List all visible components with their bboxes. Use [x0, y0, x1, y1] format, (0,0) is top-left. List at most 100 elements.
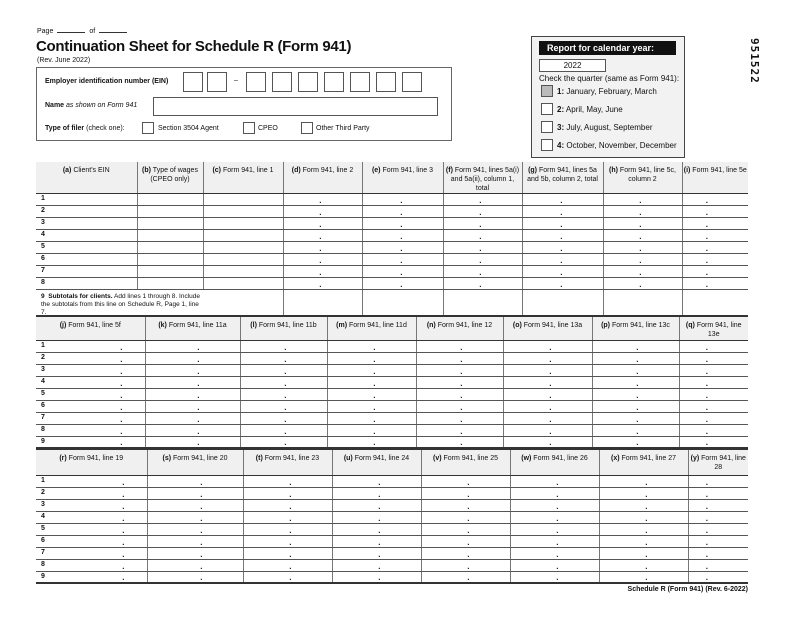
amount-cell[interactable]: . — [144, 424, 240, 437]
amount-cell[interactable]: 6 — [36, 253, 137, 266]
amount-cell[interactable]: . — [282, 193, 362, 206]
amount-cell[interactable]: 8. — [36, 559, 147, 572]
amount-cell[interactable]: . — [361, 205, 443, 218]
amount-cell[interactable]: . — [239, 388, 327, 401]
amount-cell[interactable]: . — [681, 217, 748, 230]
amount-cell[interactable]: . — [521, 277, 603, 290]
amount-cell[interactable]: . — [239, 364, 327, 377]
amount-cell[interactable]: . — [681, 241, 748, 254]
amount-cell[interactable]: . — [681, 265, 748, 278]
amount-cell[interactable]: . — [509, 559, 599, 572]
amount-cell[interactable]: . — [678, 376, 748, 389]
amount-cell[interactable]: . — [144, 376, 240, 389]
amount-cell[interactable]: . — [420, 499, 510, 512]
amount-cell[interactable]: . — [144, 388, 240, 401]
amount-cell[interactable]: . — [591, 412, 679, 425]
amount-cell[interactable]: . — [591, 352, 679, 365]
amount-cell[interactable]: . — [242, 475, 332, 488]
amount-cell[interactable]: . — [146, 475, 243, 488]
amount-cell[interactable]: . — [242, 547, 332, 560]
other-third-party-checkbox[interactable] — [301, 122, 313, 134]
amount-cell[interactable]: . — [598, 559, 688, 572]
amount-cell[interactable]: . — [681, 193, 748, 206]
amount-cell[interactable]: . — [509, 475, 599, 488]
amount-cell[interactable] — [202, 229, 283, 242]
name-input[interactable] — [153, 97, 438, 116]
amount-cell[interactable]: . — [678, 340, 748, 353]
amount-cell[interactable]: . — [687, 571, 748, 584]
amount-cell[interactable]: . — [415, 340, 503, 353]
amount-cell[interactable]: . — [502, 436, 592, 449]
amount-cell[interactable]: . — [361, 265, 443, 278]
amount-cell[interactable] — [136, 217, 203, 230]
amount-cell[interactable]: . — [415, 400, 503, 413]
amount-cell[interactable]: . — [331, 487, 421, 500]
amount-cell[interactable]: . — [144, 340, 240, 353]
amount-cell[interactable]: . — [681, 277, 748, 290]
amount-cell[interactable]: . — [521, 253, 603, 266]
amount-cell[interactable]: . — [509, 547, 599, 560]
ein-digit-box[interactable] — [272, 72, 292, 92]
amount-cell[interactable]: . — [687, 487, 748, 500]
amount-cell[interactable]: . — [681, 229, 748, 242]
amount-cell[interactable]: . — [361, 193, 443, 206]
amount-cell[interactable]: . — [146, 547, 243, 560]
amount-cell[interactable]: . — [591, 376, 679, 389]
amount-cell[interactable]: . — [239, 400, 327, 413]
amount-cell[interactable]: . — [415, 364, 503, 377]
amount-cell[interactable] — [202, 241, 283, 254]
amount-cell[interactable] — [136, 229, 203, 242]
amount-cell[interactable] — [202, 217, 283, 230]
ein-digit-box[interactable] — [207, 72, 227, 92]
amount-cell[interactable]: . — [509, 511, 599, 524]
amount-cell[interactable]: . — [502, 364, 592, 377]
ein-digit-box[interactable] — [183, 72, 203, 92]
ein-digit-box[interactable] — [402, 72, 422, 92]
amount-cell[interactable]: . — [239, 424, 327, 437]
amount-cell[interactable]: . — [326, 388, 416, 401]
amount-cell[interactable]: . — [678, 400, 748, 413]
amount-cell[interactable]: . — [509, 499, 599, 512]
amount-cell[interactable]: . — [502, 376, 592, 389]
amount-cell[interactable]: . — [331, 571, 421, 584]
amount-cell[interactable]: . — [420, 571, 510, 584]
amount-cell[interactable] — [136, 265, 203, 278]
amount-cell[interactable]: . — [442, 265, 522, 278]
amount-cell[interactable]: . — [687, 499, 748, 512]
amount-cell[interactable]: 1. — [36, 475, 147, 488]
quarter-3-checkbox[interactable] — [541, 121, 553, 133]
amount-cell[interactable]: . — [681, 253, 748, 266]
ein-digit-box[interactable] — [298, 72, 318, 92]
amount-cell[interactable]: . — [239, 352, 327, 365]
amount-cell[interactable]: . — [326, 340, 416, 353]
amount-cell[interactable]: . — [521, 193, 603, 206]
amount-cell[interactable]: . — [144, 412, 240, 425]
amount-cell[interactable] — [136, 205, 203, 218]
amount-cell[interactable]: 1 — [36, 193, 137, 206]
amount-cell[interactable]: . — [598, 499, 688, 512]
amount-cell[interactable]: . — [598, 523, 688, 536]
amount-cell[interactable]: 4. — [36, 376, 145, 389]
amount-cell[interactable]: 8 — [36, 277, 137, 290]
amount-cell[interactable]: . — [521, 229, 603, 242]
amount-cell[interactable]: 7 — [36, 265, 137, 278]
amount-cell[interactable]: . — [598, 475, 688, 488]
amount-cell[interactable]: . — [678, 388, 748, 401]
amount-cell[interactable]: . — [415, 352, 503, 365]
amount-cell[interactable]: . — [602, 265, 682, 278]
amount-cell[interactable]: . — [502, 352, 592, 365]
amount-cell[interactable]: . — [502, 340, 592, 353]
amount-cell[interactable]: . — [598, 535, 688, 548]
amount-cell[interactable]: . — [326, 412, 416, 425]
amount-cell[interactable]: . — [146, 487, 243, 500]
amount-cell[interactable]: . — [239, 436, 327, 449]
amount-cell[interactable]: . — [602, 205, 682, 218]
amount-cell[interactable]: . — [687, 535, 748, 548]
amount-cell[interactable]: . — [331, 523, 421, 536]
amount-cell[interactable]: . — [331, 511, 421, 524]
amount-cell[interactable] — [136, 241, 203, 254]
amount-cell[interactable]: . — [598, 511, 688, 524]
amount-cell[interactable]: . — [282, 277, 362, 290]
amount-cell[interactable]: . — [239, 412, 327, 425]
amount-cell[interactable] — [202, 265, 283, 278]
